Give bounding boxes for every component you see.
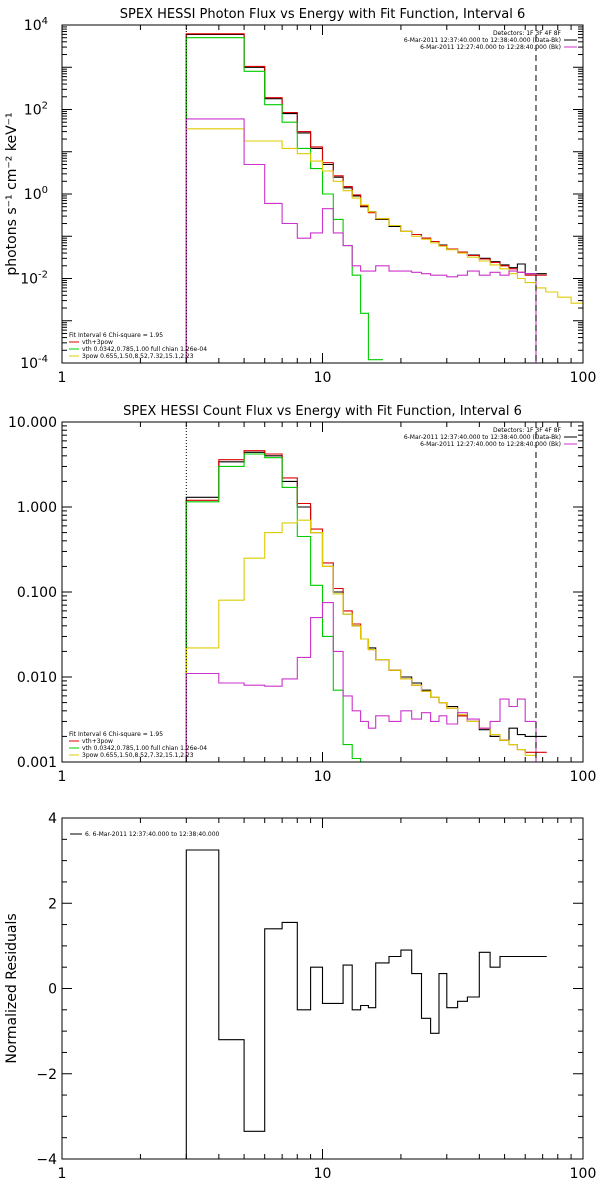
x-tick-label: 100 (570, 1166, 597, 1182)
y-tick-label: −2 (36, 1067, 57, 1083)
series-group (185, 33, 583, 363)
legend-top-right: Detectors: 1F 3F 4F 8F6-Mar-2011 12:37:4… (404, 30, 577, 51)
legend-entry: 3pow 0.655,1.50,8.52,7.32,15.1,2.23 (82, 353, 194, 360)
y-axis: 10-4 10-2 100 102 104 (20, 16, 583, 372)
series-group (185, 849, 547, 1159)
x-tick-label: 10 (314, 769, 332, 785)
legend-entry: vth 0.0342,0.785,1.00 full chian 1.26e-0… (82, 745, 207, 752)
x-tick-label: 1 (58, 769, 67, 785)
legend-entry: 6-Mar-2011 12:37:40.000 to 12:38:40.000 … (404, 37, 561, 44)
series-line-vth-3pow (185, 450, 547, 762)
series-line-vth-3pow (185, 33, 547, 363)
y-tick-label: 2 (48, 896, 57, 912)
y-axis: 0.001 0.010 0.100 1.000 10.000 (8, 415, 583, 771)
legend-entry: Fit Interval 6 Chi-square = 1.95 (69, 731, 163, 738)
y-tick-label: 0 (48, 982, 57, 998)
y-tick-label: 100 (24, 185, 48, 203)
legend-entry: 6. 6-Mar-2011 12:37:40.000 to 12:38:40.0… (85, 831, 220, 838)
x-tick-label: 10 (314, 370, 332, 386)
series-line-vth (185, 453, 377, 762)
legend-entry: Detectors: 1F 3F 4F 8F (493, 427, 562, 434)
y-tick-label: 1.000 (17, 500, 57, 516)
legend-top-right: Detectors: 1F 3F 4F 8F6-Mar-2011 12:37:4… (404, 427, 577, 448)
y-tick-label: 104 (24, 16, 48, 34)
x-axis: 1 10 100 (58, 818, 597, 1182)
chart-title: SPEX HESSI Photon Flux vs Energy with Fi… (120, 7, 526, 22)
x-axis: 1 10 100 (58, 422, 597, 785)
series-line-data-bk (185, 33, 547, 363)
legend-bottom-left: Fit Interval 6 Chi-square = 1.95vth+3pow… (69, 332, 207, 360)
y-tick-label: 10-2 (20, 270, 48, 288)
photon-flux-panel: SPEX HESSI Photon Flux vs Energy with Fi… (4, 7, 596, 386)
series-line-3pow (185, 128, 583, 363)
x-tick-label: 100 (570, 769, 597, 785)
y-axis-label: Normalized Residuals (4, 913, 20, 1063)
series-line-bk (185, 602, 547, 762)
count-flux-panel: SPEX HESSI Count Flux vs Energy with Fit… (8, 404, 596, 785)
legend-entry: vth+3pow (82, 738, 113, 745)
y-axis-label: photons s⁻¹ cm⁻² keV⁻¹ (4, 112, 20, 275)
y-tick-label: −4 (36, 1152, 57, 1168)
x-tick-label: 10 (314, 1166, 332, 1182)
x-axis: 1 10 100 (58, 25, 597, 386)
legend-entry: Detectors: 1F 3F 4F 8F (493, 30, 562, 37)
chart-title: SPEX HESSI Count Flux vs Energy with Fit… (123, 404, 522, 419)
legend-entry: 6-Mar-2011 12:37:40.000 to 12:38:40.000 … (404, 434, 561, 441)
y-tick-label: 10-4 (20, 354, 48, 372)
series-line-3pow (185, 519, 547, 762)
series-line-vth (185, 37, 383, 363)
legend-entry: 3pow 0.655,1.50,8.52,7.32,15.1,2.23 (82, 752, 194, 759)
series-group (185, 450, 547, 762)
y-tick-label: 102 (24, 101, 48, 119)
y-tick-label: 4 (48, 811, 57, 827)
legend-entry: vth 0.0342,0.785,1.00 full chian 1.26e-0… (82, 346, 207, 353)
legend-entry: 6-Mar-2011 12:27:40.000 to 12:28:40.000 … (420, 44, 561, 51)
legend-entry: Fit Interval 6 Chi-square = 1.95 (69, 332, 163, 339)
x-tick-label: 100 (570, 370, 597, 386)
y-tick-label: 0.010 (17, 670, 57, 686)
x-tick-label: 1 (58, 1166, 67, 1182)
residuals-panel: 1 10 100 −4 −2 0 2 4 Normalized Residuals 6. 6-Ma… (4, 811, 596, 1182)
legend-bottom-left: Fit Interval 6 Chi-square = 1.95vth+3pow… (69, 731, 207, 759)
y-tick-label: 0.100 (17, 585, 57, 601)
y-axis: −4 −2 0 2 4 (36, 811, 583, 1168)
legend-entry: 6-Mar-2011 12:27:40.000 to 12:28:40.000 … (420, 441, 561, 448)
series-line-residuals (185, 849, 547, 1159)
y-tick-label: 0.001 (17, 755, 57, 771)
x-tick-label: 1 (58, 370, 67, 386)
series-line-bk (185, 118, 547, 363)
series-line-data-bk (185, 451, 547, 762)
y-tick-label: 10.000 (8, 415, 57, 431)
legend-top-left: 6. 6-Mar-2011 12:37:40.000 to 12:38:40.0… (70, 831, 220, 838)
legend-entry: vth+3pow (82, 339, 113, 346)
